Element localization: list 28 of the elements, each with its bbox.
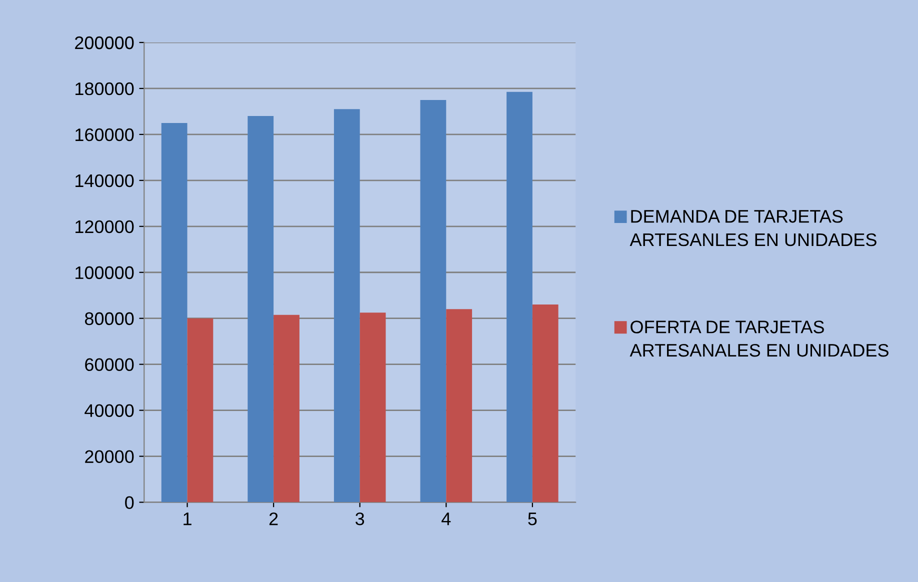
bar <box>360 312 386 502</box>
y-tick-label: 20000 <box>85 450 134 464</box>
bar <box>532 304 558 502</box>
legend-label: OFERTA DE TARJETAS ARTESANALES EN UNIDADES <box>630 320 888 357</box>
bar <box>187 318 214 502</box>
bar <box>161 122 188 502</box>
x-tick-label: 3 <box>356 512 364 526</box>
x-tick-label: 2 <box>269 512 278 526</box>
y-tick-label: 140000 <box>76 174 134 188</box>
bar <box>420 100 446 502</box>
y-tick-label: 120000 <box>76 220 134 234</box>
y-tick-label: 40000 <box>84 404 134 418</box>
y-tick-label: 60000 <box>85 358 134 372</box>
bar <box>334 109 360 502</box>
bar <box>446 309 472 502</box>
bar <box>506 92 532 502</box>
x-tick-label: 4 <box>442 512 451 526</box>
x-tick-label: 5 <box>528 512 537 526</box>
y-tick-label: 180000 <box>76 82 134 96</box>
y-tick-label: 80000 <box>84 312 134 326</box>
y-tick-label: 160000 <box>76 128 134 142</box>
y-tick-label: 200000 <box>75 36 134 50</box>
x-tick-label: 1 <box>184 512 192 526</box>
bar <box>248 116 274 502</box>
legend-label: DEMANDA DE TARJETAS ARTESANLES EN UNIDADES <box>630 210 876 246</box>
y-tick-label: 100000 <box>76 266 134 280</box>
y-tick-label: 0 <box>125 496 134 509</box>
bar <box>274 314 300 502</box>
